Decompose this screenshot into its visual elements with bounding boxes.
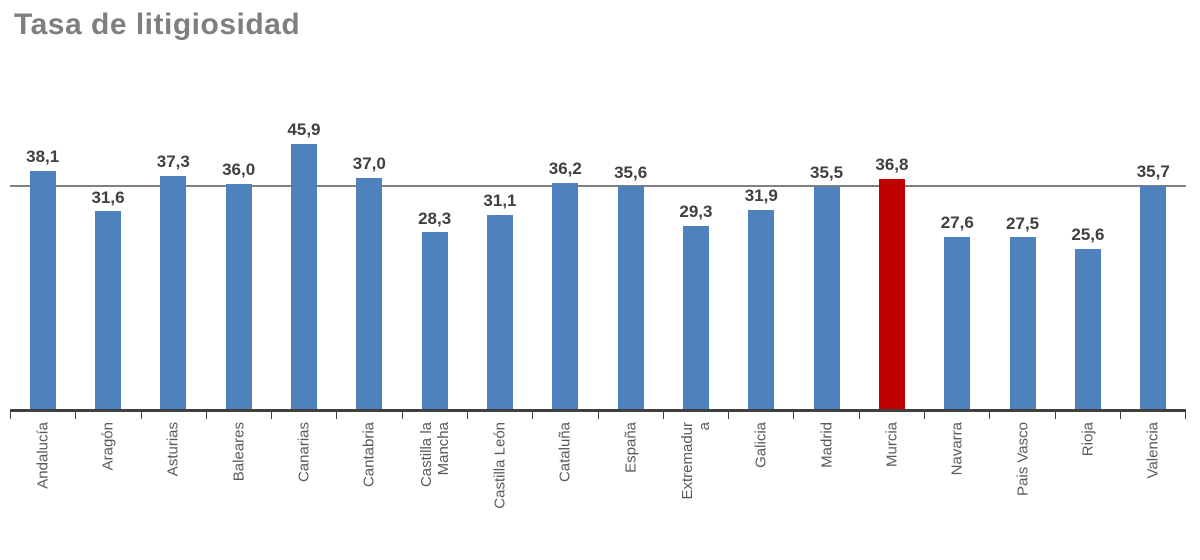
- bar-column: 31,6: [75, 121, 140, 410]
- bar-column: 45,9: [271, 120, 336, 410]
- bar: [682, 225, 709, 410]
- bar-column: 31,1: [467, 121, 532, 410]
- category-label: Castilla León: [491, 422, 509, 509]
- bar-column: 38,1: [10, 121, 75, 410]
- category-label: Valencia: [1144, 422, 1162, 479]
- bar: [290, 143, 317, 410]
- bar-column: 31,9: [729, 121, 794, 410]
- bar: [944, 236, 971, 410]
- category-label: Castilla la Mancha: [417, 422, 452, 488]
- axis-tick: [533, 412, 599, 419]
- bar: [486, 214, 513, 410]
- category-label: Andalucía: [34, 422, 52, 489]
- bar-value-label: 35,7: [1136, 162, 1170, 182]
- bar-column: 35,7: [1121, 121, 1186, 410]
- bar-column: 25,6: [1055, 121, 1120, 410]
- bar: [356, 177, 383, 410]
- axis-tick: [599, 412, 664, 419]
- axis-tick: [860, 412, 925, 419]
- axis-tick: [272, 412, 338, 419]
- bar-value-label: 37,0: [352, 153, 386, 173]
- bar-value-label: 38,1: [26, 146, 60, 166]
- x-axis-ticks: [10, 412, 1187, 419]
- bar-column: 36,2: [533, 121, 598, 410]
- category-label: Cantabria: [360, 422, 378, 488]
- category-label: Aragón: [99, 422, 117, 471]
- bar-value-label: 31,9: [744, 185, 778, 205]
- bar-column: 35,6: [598, 121, 663, 410]
- bar-column: 36,0: [206, 121, 271, 410]
- axis-tick: [1121, 412, 1187, 419]
- category-label: Cataluña: [556, 422, 574, 483]
- axis-tick: [337, 412, 403, 419]
- bar-column: 27,6: [925, 121, 990, 410]
- bar-value-label: 36,2: [548, 158, 582, 178]
- bar: [421, 232, 448, 410]
- category-label: Madrid: [817, 422, 835, 468]
- axis-tick: [142, 412, 207, 419]
- bar-value-label: 28,3: [418, 208, 452, 228]
- bar-value-label: 25,6: [1071, 225, 1105, 245]
- axis-tick: [403, 412, 468, 419]
- bar-value-label: 31,6: [91, 187, 125, 207]
- bar-value-label: 27,6: [940, 212, 974, 232]
- plot-area: 38,1 31,6 37,3 36,0 45,9 37,0 28,3 31,1 36,2 35,6…: [10, 120, 1186, 410]
- bar: [1009, 237, 1036, 410]
- axis-tick: [10, 412, 77, 419]
- bar-value-label: 35,6: [614, 162, 648, 182]
- bar: [1140, 185, 1167, 410]
- axis-tick: [925, 412, 991, 419]
- bar-value-label: 45,9: [287, 120, 321, 139]
- bar: [225, 183, 252, 410]
- category-label: Galicia: [752, 422, 770, 468]
- category-label: Navarra: [948, 422, 966, 476]
- axis-tick: [207, 412, 273, 419]
- bar-value-label: 27,5: [1006, 213, 1040, 233]
- chart-title: Tasa de litigiosidad: [14, 8, 301, 41]
- bar: [94, 211, 121, 410]
- bar: [1074, 249, 1101, 410]
- bar-value-label: 37,3: [156, 151, 190, 171]
- axis-tick: [729, 412, 795, 419]
- bar-column: 36,8: [859, 121, 924, 410]
- reference-line: [10, 185, 1186, 188]
- bar-column: 37,0: [337, 121, 402, 410]
- axis-tick: [468, 412, 534, 419]
- category-label: Baleares: [230, 422, 248, 482]
- bar-value-label: 36,0: [222, 160, 256, 180]
- bar-value-label: 36,8: [875, 155, 909, 175]
- bar-value-label: 31,1: [483, 190, 517, 210]
- bar-column: 37,3: [141, 121, 206, 410]
- bar: [813, 186, 840, 410]
- bar-column: 27,5: [990, 121, 1055, 410]
- axis-tick: [76, 412, 142, 419]
- bar-column: 35,5: [794, 121, 859, 410]
- category-label: Rioja: [1079, 422, 1097, 457]
- bar: [617, 186, 644, 410]
- bar-highlight: [878, 178, 905, 410]
- bar: [160, 175, 187, 410]
- axis-tick: [664, 412, 730, 419]
- category-label: Canarias: [295, 422, 313, 483]
- bar-column: 28,3: [402, 121, 467, 410]
- bar: [748, 209, 775, 410]
- axis-tick: [1056, 412, 1121, 419]
- category-label: España: [621, 422, 639, 473]
- bar: [552, 182, 579, 410]
- axis-tick: [990, 412, 1056, 419]
- bar-value-label: 29,3: [679, 202, 713, 222]
- bar-value-label: 35,5: [810, 163, 844, 183]
- bar: [29, 170, 56, 410]
- bars-container: 38,1 31,6 37,3 36,0 45,9 37,0 28,3 31,1 36,2 35,6…: [10, 120, 1186, 410]
- category-label: Murcia: [883, 422, 901, 468]
- category-label: Pais Vasco: [1013, 422, 1031, 496]
- bar-column: 29,3: [663, 121, 728, 410]
- x-axis-line: [10, 409, 1186, 412]
- category-labels: Andalucía Aragón Asturias Baleares Canarias C…: [10, 421, 1186, 555]
- category-label: Asturias: [164, 422, 182, 477]
- category-label: Extremadur a: [678, 422, 713, 500]
- axis-tick: [794, 412, 860, 419]
